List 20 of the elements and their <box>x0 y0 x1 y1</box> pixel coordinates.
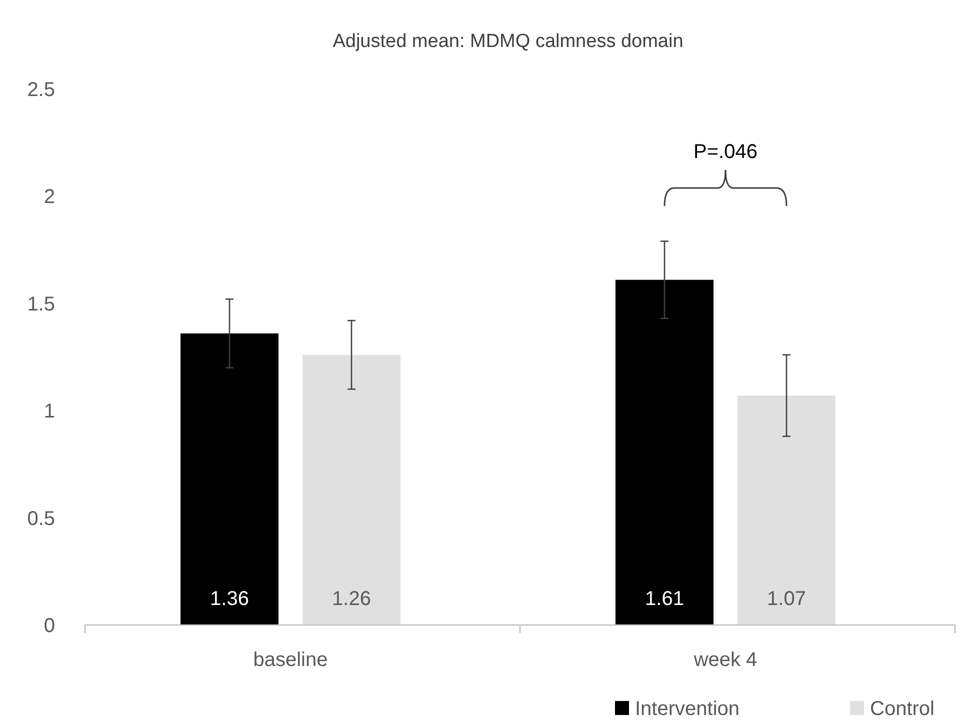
data-label: 1.36 <box>210 588 249 610</box>
bar <box>616 280 714 625</box>
x-tick-label: week 4 <box>692 649 758 671</box>
data-label: 1.07 <box>767 588 806 610</box>
y-tick-label: 0.5 <box>27 508 55 530</box>
bar <box>738 396 836 625</box>
x-tick-label: baseline <box>253 649 328 671</box>
y-tick-label: 1 <box>44 400 55 423</box>
chart-title: Adjusted mean: MDMQ calmness domain <box>332 31 684 52</box>
bar <box>180 333 278 625</box>
y-tick-label: 1.5 <box>27 293 55 316</box>
legend-label: Intervention <box>635 698 740 720</box>
y-tick-label: 2 <box>44 186 55 208</box>
y-tick-label: 0 <box>44 615 55 637</box>
data-label: 1.26 <box>332 588 371 610</box>
bar <box>302 354 400 625</box>
y-tick-label: 2.5 <box>27 79 55 101</box>
data-label: 1.61 <box>645 588 684 610</box>
legend-label: Control <box>870 698 934 720</box>
annotation: P=.046 <box>694 141 758 163</box>
